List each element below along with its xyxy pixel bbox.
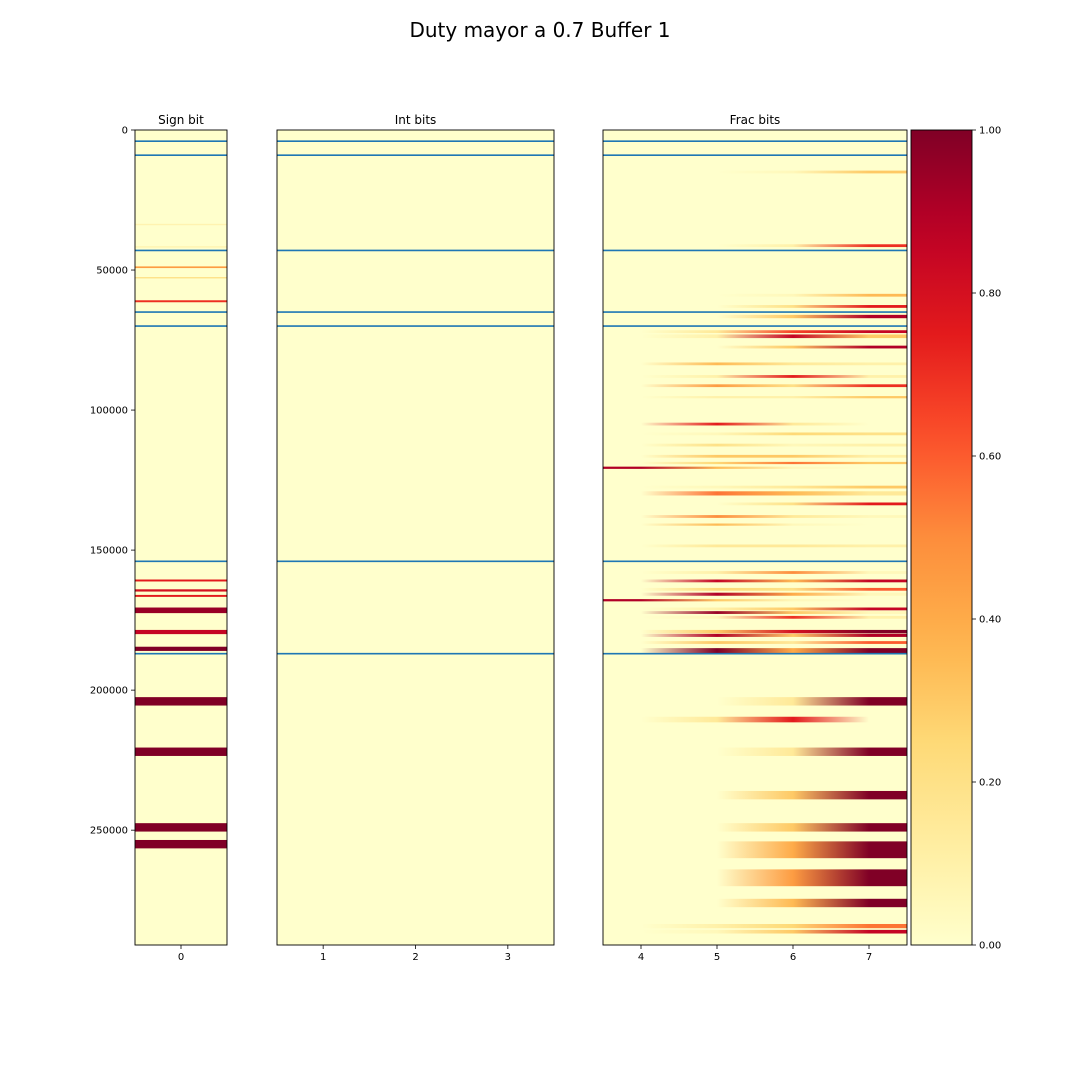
colorbar-tick-label: 0.20	[979, 778, 1001, 789]
heat-band	[603, 790, 907, 800]
heat-band	[603, 345, 907, 349]
heat-band	[603, 587, 907, 591]
heat-band	[603, 615, 907, 619]
heat-band	[603, 599, 907, 602]
heat-band	[135, 823, 227, 832]
x-tick-label: 4	[638, 952, 644, 963]
heat-band	[603, 841, 907, 859]
colorbar-tick-label: 0.80	[979, 289, 1001, 300]
colorbar-gradient	[911, 130, 972, 945]
x-tick-label: 0	[178, 952, 184, 963]
heat-band	[135, 579, 227, 582]
heat-band	[135, 277, 227, 279]
colorbar-tick-label: 0.40	[979, 615, 1001, 626]
heat-band	[603, 170, 907, 174]
heat-band	[603, 611, 907, 614]
heat-band	[603, 697, 907, 706]
heat-band	[603, 592, 907, 596]
x-tick-label: 7	[866, 952, 872, 963]
heat-band	[135, 629, 227, 635]
heat-band	[135, 607, 227, 614]
x-tick-label: 5	[714, 952, 720, 963]
heat-band	[603, 898, 907, 908]
heat-band	[603, 384, 907, 388]
heat-band	[603, 293, 907, 297]
heat-band	[603, 747, 907, 756]
panel-title: Sign bit	[158, 113, 204, 127]
heat-band	[603, 607, 907, 611]
heat-band	[603, 244, 907, 248]
heat-band	[603, 869, 907, 887]
colorbar-tick-label: 0.60	[979, 452, 1001, 463]
heat-band	[603, 454, 907, 458]
panel-1: Int bits 1 2 3	[276, 113, 555, 963]
heat-band	[603, 396, 907, 399]
heat-band	[603, 515, 907, 518]
colorbar-frame	[910, 129, 973, 946]
colorbar-tick-label: 0.00	[979, 941, 1001, 952]
heat-band	[603, 579, 907, 583]
heat-band	[603, 491, 907, 496]
heat-band	[603, 362, 907, 366]
heat-band	[135, 697, 227, 706]
heat-band	[135, 594, 227, 597]
panel-0: Sign bit 0	[134, 113, 228, 963]
heat-band	[603, 633, 907, 637]
heat-band	[135, 246, 227, 248]
heat-band	[603, 571, 907, 574]
panel-title: Frac bits	[730, 113, 781, 127]
heat-band	[135, 223, 227, 226]
heat-band	[603, 443, 907, 447]
chart-title: Duty mayor a 0.7 Buffer 1	[409, 18, 670, 42]
panel-background	[277, 130, 554, 945]
x-tick-label: 6	[790, 952, 796, 963]
x-tick-label: 2	[412, 952, 418, 963]
heat-band	[603, 823, 907, 832]
heat-band	[603, 641, 907, 644]
heat-band	[603, 929, 907, 934]
heat-band	[135, 266, 227, 269]
heat-band	[603, 314, 907, 319]
y-tick-label: 0	[122, 126, 128, 137]
heat-band	[603, 375, 907, 378]
heat-band	[603, 485, 907, 489]
y-tick-label: 150000	[90, 546, 128, 557]
heat-band	[603, 432, 907, 436]
heat-band	[603, 422, 907, 426]
panels-group: Sign bit 0 Int bits 1 2 3 Frac bits 4 5 6 7	[134, 113, 908, 963]
heat-band	[135, 300, 227, 303]
panel-background	[603, 130, 907, 945]
panel-frame	[602, 129, 908, 946]
heat-band	[135, 747, 227, 756]
y-tick-label: 250000	[90, 826, 128, 837]
heat-band	[135, 646, 227, 651]
y-tick-label: 100000	[90, 406, 128, 417]
heat-band	[603, 330, 907, 334]
panel-2: Frac bits 4 5 6 7	[602, 113, 908, 963]
heat-band	[603, 629, 907, 634]
y-tick-label: 50000	[96, 266, 128, 277]
heat-band	[603, 523, 907, 526]
heat-band	[603, 466, 907, 469]
y-tick-label: 200000	[90, 686, 128, 697]
heat-band	[603, 334, 907, 339]
heat-band	[603, 648, 907, 654]
panel-background	[135, 130, 227, 945]
heat-band	[603, 544, 907, 548]
colorbar: 0.00 0.20 0.40 0.60 0.80 1.00	[910, 126, 1001, 952]
colorbar-tick-label: 1.00	[979, 126, 1001, 137]
heat-band	[135, 589, 227, 592]
heat-band	[603, 305, 907, 308]
x-tick-label: 1	[320, 952, 326, 963]
heat-band	[135, 839, 227, 849]
heat-band	[603, 923, 907, 929]
heat-band	[603, 502, 907, 506]
heat-band	[603, 461, 907, 465]
panel-title: Int bits	[395, 113, 437, 127]
heat-band	[603, 716, 907, 723]
y-axis: 0 50000 100000 150000 200000 250000	[90, 126, 135, 837]
x-tick-label: 3	[505, 952, 511, 963]
